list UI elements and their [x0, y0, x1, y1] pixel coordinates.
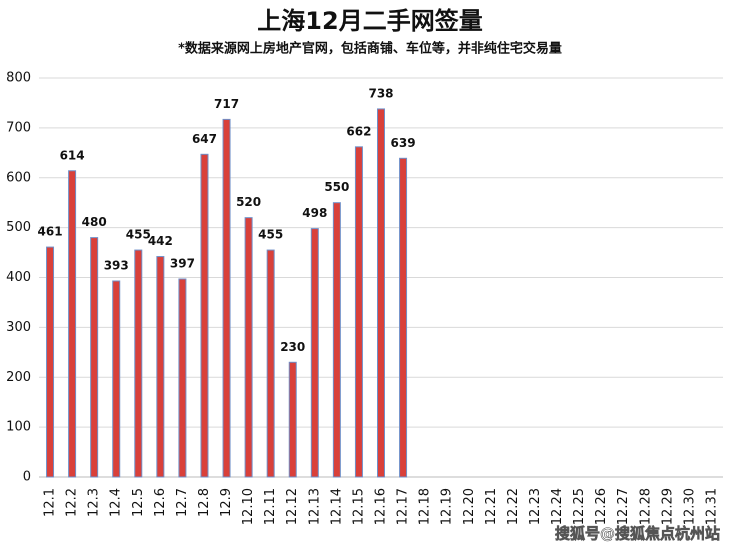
value-label: 647 — [192, 132, 217, 146]
bar — [90, 237, 99, 478]
x-tick-label: 12.27 — [616, 488, 631, 525]
watermark: 搜狐号@搜狐焦点杭州站 — [555, 525, 720, 543]
y-tick-label: 800 — [6, 71, 31, 86]
value-label: 480 — [82, 215, 107, 229]
x-tick-label: 12.20 — [462, 488, 477, 525]
x-tick-label: 12.15 — [351, 488, 366, 525]
x-tick-label: 12.29 — [660, 488, 675, 525]
bar — [266, 249, 275, 478]
x-tick-label: 12.31 — [704, 488, 719, 525]
x-tick-label: 12.11 — [263, 488, 278, 525]
y-tick-label: 500 — [6, 220, 31, 235]
bar — [200, 153, 209, 478]
value-label: 550 — [324, 180, 349, 194]
bar — [288, 361, 297, 478]
value-label: 520 — [236, 195, 261, 209]
x-tick-label: 12.14 — [329, 488, 344, 525]
x-tick-label: 12.9 — [219, 488, 234, 517]
value-label: 738 — [368, 86, 393, 100]
chart-title: 上海12月二手网签量 — [257, 7, 482, 35]
x-tick-label: 12.13 — [307, 488, 322, 525]
x-tick-label: 12.21 — [484, 488, 499, 525]
x-tick-label: 12.5 — [131, 488, 146, 517]
x-tick-label: 12.7 — [175, 488, 190, 517]
x-tick-label: 12.3 — [87, 488, 102, 517]
bar — [134, 249, 143, 478]
x-tick-label: 12.23 — [528, 488, 543, 525]
value-label: 639 — [391, 136, 416, 150]
bar — [46, 246, 55, 478]
chart-subtitle: *数据来源网上房地产官网，包括商铺、车位等，并非纯住宅交易量 — [178, 41, 562, 57]
x-tick-label: 12.24 — [550, 488, 565, 525]
y-tick-label: 200 — [6, 370, 31, 385]
bar — [112, 280, 121, 478]
bar — [244, 217, 253, 478]
y-tick-label: 700 — [6, 120, 31, 135]
x-tick-label: 12.19 — [440, 488, 455, 525]
value-label: 393 — [104, 258, 129, 272]
x-tick-label: 12.28 — [638, 488, 653, 525]
bar — [68, 170, 77, 478]
bar — [332, 202, 341, 478]
bar — [310, 228, 319, 478]
y-tick-label: 600 — [6, 170, 31, 185]
x-tick-label: 12.12 — [285, 488, 300, 525]
x-tick-label: 12.8 — [197, 488, 212, 517]
x-tick-label: 12.6 — [153, 488, 168, 517]
value-label: 614 — [60, 148, 85, 162]
x-tick-label: 12.22 — [506, 488, 521, 525]
x-tick-label: 12.10 — [241, 488, 256, 525]
y-tick-label: 300 — [6, 320, 31, 335]
value-label: 230 — [280, 340, 305, 354]
y-tick-label: 100 — [6, 420, 31, 435]
y-tick-label: 400 — [6, 270, 31, 285]
bar — [399, 157, 408, 478]
x-tick-label: 12.26 — [594, 488, 609, 525]
bar — [156, 256, 165, 478]
x-tick-label: 12.16 — [374, 488, 389, 525]
value-label: 397 — [170, 256, 195, 270]
x-tick-label: 12.2 — [65, 488, 80, 517]
value-label: 455 — [126, 228, 151, 242]
x-tick-label: 12.18 — [418, 488, 433, 525]
x-tick-label: 12.25 — [572, 488, 587, 525]
x-tick-label: 12.17 — [396, 488, 411, 525]
value-label: 717 — [214, 97, 239, 111]
bar — [377, 108, 385, 478]
value-label: 455 — [258, 228, 283, 242]
value-label: 442 — [148, 234, 173, 248]
value-label: 498 — [302, 206, 327, 220]
x-tick-label: 12.4 — [109, 488, 124, 517]
value-label: 662 — [346, 124, 371, 138]
y-tick-label: 0 — [23, 470, 31, 485]
bar — [354, 146, 363, 478]
value-label: 461 — [38, 225, 63, 239]
bar — [178, 278, 187, 478]
bar — [222, 118, 231, 478]
x-tick-label: 12.30 — [682, 488, 697, 525]
x-tick-label: 12.1 — [43, 488, 58, 517]
